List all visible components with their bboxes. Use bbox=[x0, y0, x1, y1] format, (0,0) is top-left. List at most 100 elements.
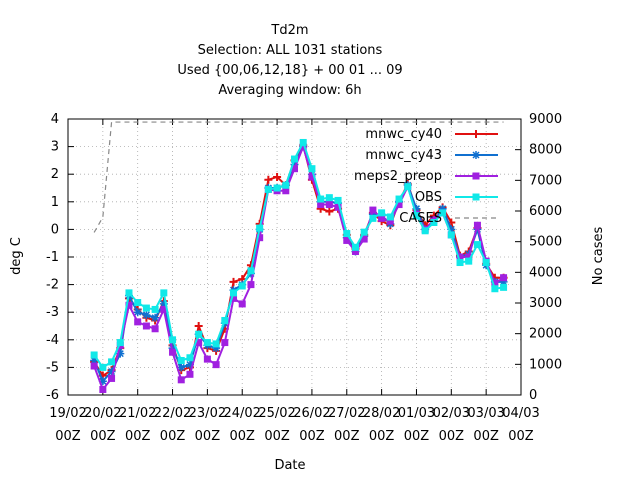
x-tick-label-hour: 00Z bbox=[404, 429, 430, 444]
data-point bbox=[499, 277, 508, 286]
y2-tick-label: 4000 bbox=[529, 265, 562, 280]
data-point bbox=[134, 318, 142, 326]
data-point bbox=[98, 377, 107, 386]
data-point bbox=[386, 217, 394, 225]
data-point bbox=[99, 363, 107, 371]
series-OBS bbox=[90, 138, 508, 371]
legend-label: meps2_preop bbox=[354, 169, 442, 184]
x-tick-label-date: 22/02 bbox=[154, 406, 191, 421]
data-point bbox=[203, 339, 211, 347]
legend-label: CASES bbox=[399, 211, 442, 226]
data-point bbox=[238, 282, 246, 290]
y2-tick-label: 3000 bbox=[529, 296, 562, 311]
data-point bbox=[473, 241, 481, 249]
data-point bbox=[229, 277, 238, 286]
legend-label: OBS bbox=[415, 190, 442, 205]
data-point bbox=[273, 172, 282, 181]
data-point bbox=[500, 283, 508, 291]
data-point bbox=[212, 340, 220, 348]
legend-marker bbox=[472, 193, 480, 201]
y-tick-label: 4 bbox=[51, 112, 59, 127]
data-point bbox=[108, 358, 116, 366]
data-point bbox=[221, 339, 229, 347]
data-point bbox=[369, 214, 377, 222]
y-tick-label: -1 bbox=[46, 250, 59, 265]
data-point bbox=[142, 304, 150, 312]
data-point bbox=[351, 247, 359, 255]
x-tick-label-date: 24/02 bbox=[223, 406, 260, 421]
data-point bbox=[291, 165, 298, 173]
series bbox=[90, 121, 508, 393]
data-point bbox=[325, 201, 333, 209]
legend-marker bbox=[472, 172, 480, 180]
data-point bbox=[264, 185, 272, 193]
data-point bbox=[273, 184, 281, 192]
data-point bbox=[151, 313, 160, 322]
data-point bbox=[299, 138, 307, 146]
data-point bbox=[334, 196, 342, 204]
data-point bbox=[438, 204, 447, 213]
data-point bbox=[177, 376, 185, 384]
plot-frame bbox=[67, 118, 522, 396]
data-point bbox=[308, 165, 316, 173]
x-tick-label-hour: 00Z bbox=[439, 429, 465, 444]
data-point bbox=[134, 299, 142, 307]
data-point bbox=[90, 356, 99, 365]
y-tick-label: -5 bbox=[46, 360, 59, 375]
legend-label: mnwc_cy43 bbox=[365, 148, 442, 163]
x-tick-label-date: 04/03 bbox=[502, 406, 539, 421]
y-tick-label: 1 bbox=[51, 195, 59, 210]
data-point bbox=[195, 330, 203, 338]
x-tick-label-hour: 00Z bbox=[90, 429, 116, 444]
y-tick-label: -2 bbox=[46, 278, 59, 293]
data-point bbox=[412, 204, 421, 213]
data-point bbox=[125, 301, 133, 309]
axes: -6 -5 -4 -3 -2 -1 0 1 2 3 4 0 1000 2000 3000 4000 5000 60… bbox=[46, 112, 562, 444]
legend-marker bbox=[472, 130, 480, 138]
data-point bbox=[447, 225, 456, 234]
data-point bbox=[291, 155, 298, 163]
data-point bbox=[247, 267, 255, 275]
series-line bbox=[93, 142, 504, 378]
data-point bbox=[308, 173, 316, 181]
data-point bbox=[194, 322, 203, 330]
data-point bbox=[447, 231, 455, 239]
x-tick-label-hour: 00Z bbox=[369, 429, 395, 444]
y2-tick-label: 1000 bbox=[529, 357, 562, 372]
data-point bbox=[282, 181, 290, 189]
y2-tick-label: 7000 bbox=[529, 173, 562, 188]
data-point bbox=[491, 285, 499, 293]
data-point bbox=[142, 322, 150, 330]
data-point bbox=[325, 207, 334, 216]
x-tick-label-date: 01/03 bbox=[398, 406, 435, 421]
data-point bbox=[299, 143, 307, 151]
data-point bbox=[256, 234, 264, 242]
data-point bbox=[430, 219, 438, 226]
data-point bbox=[325, 194, 333, 202]
y2-tick-label: 2000 bbox=[529, 327, 562, 342]
data-point bbox=[334, 203, 342, 211]
data-point bbox=[212, 361, 220, 369]
x-tick-label-hour: 00Z bbox=[55, 429, 81, 444]
series-mnwc_cy40 bbox=[90, 141, 508, 380]
x-tick-label-hour: 00Z bbox=[508, 429, 534, 444]
data-point bbox=[221, 316, 229, 324]
x-tick-label-date: 20/02 bbox=[84, 406, 121, 421]
data-point bbox=[482, 259, 490, 267]
x-tick-label-hour: 00Z bbox=[299, 429, 325, 444]
data-point bbox=[369, 206, 377, 214]
data-point bbox=[360, 235, 368, 243]
x-tick-label-hour: 00Z bbox=[230, 429, 256, 444]
y-tick-label: 3 bbox=[51, 140, 59, 155]
data-point bbox=[133, 308, 142, 317]
data-point bbox=[186, 354, 194, 362]
series-line-cases bbox=[93, 121, 504, 233]
y2-tick-label: 5000 bbox=[529, 235, 562, 250]
data-point bbox=[456, 253, 464, 261]
data-point bbox=[395, 201, 403, 209]
data-point bbox=[360, 228, 368, 236]
x-tick-label-date: 19/02 bbox=[49, 406, 86, 421]
y2-tick-label: 6000 bbox=[529, 204, 562, 219]
data-point bbox=[264, 175, 273, 184]
x-tick-label-date: 27/02 bbox=[328, 406, 365, 421]
